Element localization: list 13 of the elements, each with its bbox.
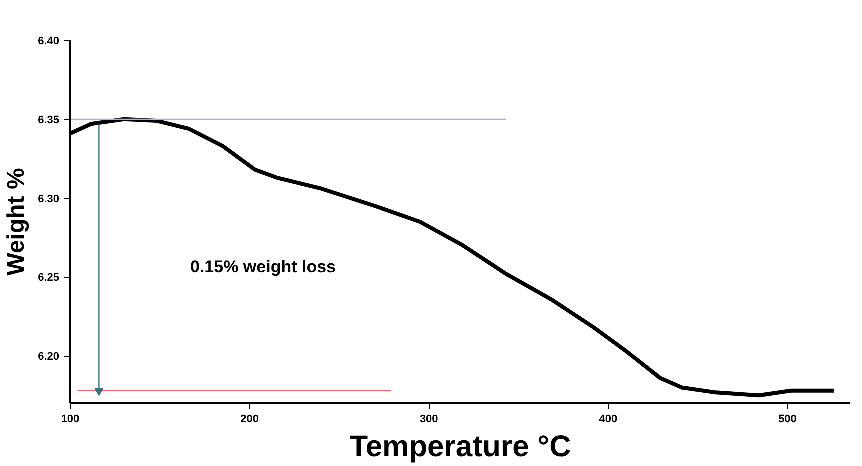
x-tick-label: 500 [778, 414, 797, 426]
x-tick-label: 100 [61, 414, 80, 426]
x-tick-label: 200 [240, 414, 259, 426]
x-tick-label: 300 [420, 414, 438, 426]
y-tick-label: 6.30 [38, 193, 60, 206]
y-axis-title: Weight % [3, 168, 30, 276]
y-tick-label: 6.25 [38, 272, 60, 284]
y-tick-label: 6.20 [38, 351, 60, 364]
y-tick-label: 6.40 [38, 36, 60, 48]
annotation: 0.15% weight loss [190, 258, 336, 276]
x-axis-title: Temperature °C [350, 430, 572, 464]
x-tick-label: 400 [599, 414, 618, 426]
y-tick-label: 6.35 [38, 114, 60, 126]
